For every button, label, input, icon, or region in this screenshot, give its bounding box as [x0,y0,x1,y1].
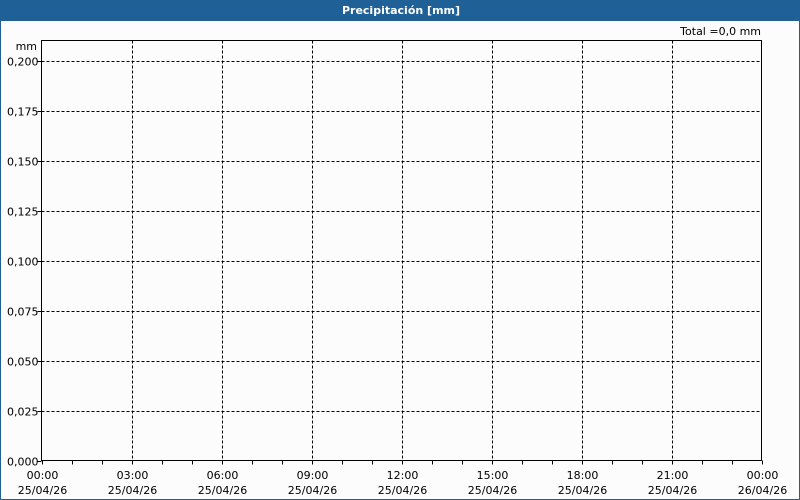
y-tick-label: 0,050 [7,356,39,369]
y-axis-unit: mm [16,40,37,53]
x-tick-label-time: 00:00 [27,469,59,482]
x-tick-label-date: 25/04/26 [468,484,517,497]
total-label: Total =0,0 mm [680,25,761,38]
x-tick-label-time: 06:00 [207,469,239,482]
x-tick-label-time: 21:00 [657,469,689,482]
y-tick-label: 0,125 [7,206,39,219]
x-tick-label-date: 25/04/26 [108,484,157,497]
window-title: Precipitación [mm] [1,0,800,21]
x-tick-label-time: 03:00 [117,469,149,482]
x-tick-label-time: 09:00 [297,469,329,482]
x-tick-label-date: 25/04/26 [198,484,247,497]
y-tick-label: 0,100 [7,256,39,269]
x-tick-label-date: 26/04/26 [738,484,787,497]
x-tick-label-date: 25/04/26 [288,484,337,497]
y-tick-label: 0,175 [7,106,39,119]
x-tick-label-date: 25/04/26 [378,484,427,497]
x-tick-label-date: 25/04/26 [18,484,67,497]
y-tick-label: 0,025 [7,406,39,419]
y-tick-label: 0,150 [7,156,39,169]
y-tick-label: 0,200 [7,56,39,69]
y-tick-label: 0,000 [7,456,39,469]
x-tick-label-date: 25/04/26 [558,484,607,497]
x-tick-label-date: 25/04/26 [648,484,697,497]
x-tick-label-time: 00:00 [747,469,779,482]
plot-area-border [41,40,762,461]
x-tick-label-time: 18:00 [567,469,599,482]
x-tick-label-time: 12:00 [387,469,419,482]
y-tick-label: 0,075 [7,306,39,319]
x-tick-label-time: 15:00 [477,469,509,482]
